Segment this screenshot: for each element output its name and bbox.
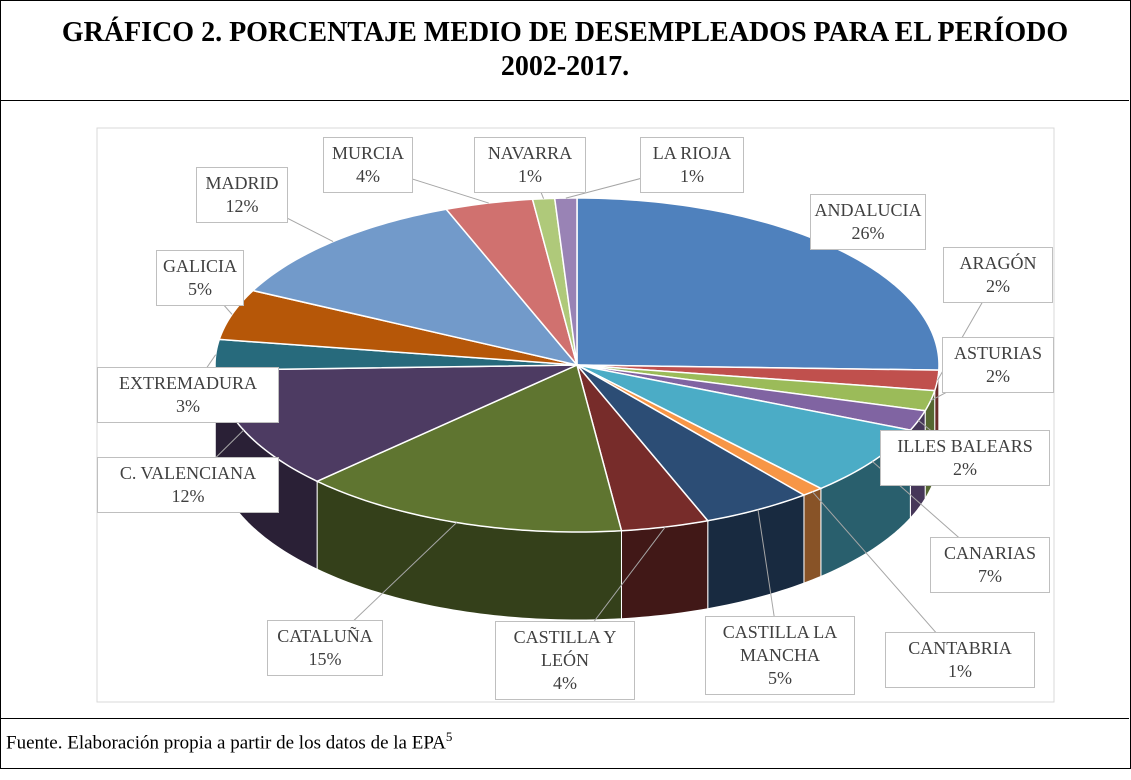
label-name: CATALUÑA bbox=[277, 626, 373, 646]
label-value: 2% bbox=[953, 459, 977, 479]
label-value: 2% bbox=[986, 366, 1010, 386]
label-value: 2% bbox=[986, 276, 1010, 296]
label-name: CASTILLA LA MANCHA bbox=[722, 621, 838, 665]
label-name: MADRID bbox=[205, 173, 279, 193]
label-name: GALICIA bbox=[163, 256, 237, 276]
data-label: NAVARRA 1% bbox=[474, 137, 586, 193]
label-name: ANDALUCIA bbox=[814, 200, 922, 220]
footer-text: Fuente. Elaboración propia a partir de l… bbox=[6, 732, 446, 754]
data-label: ANDALUCIA 26% bbox=[810, 194, 926, 250]
label-name: ARAGÓN bbox=[959, 253, 1037, 273]
label-value: 3% bbox=[176, 396, 200, 416]
data-label: CANARIAS 7% bbox=[930, 537, 1050, 593]
label-name: LA RIOJA bbox=[652, 143, 732, 163]
label-name: MURCIA bbox=[331, 143, 404, 163]
slice bbox=[553, 197, 578, 366]
label-name: NAVARRA bbox=[487, 143, 573, 163]
data-label: LA RIOJA 1% bbox=[640, 137, 744, 193]
slice-side bbox=[803, 487, 822, 584]
slice bbox=[218, 289, 578, 366]
footer: Fuente. Elaboración propia a partir de l… bbox=[6, 729, 452, 754]
label-value: 4% bbox=[356, 166, 380, 186]
label-name: CANARIAS bbox=[943, 543, 1036, 563]
slice-side bbox=[620, 520, 709, 620]
slice bbox=[576, 364, 806, 522]
data-label: C. VALENCIANA 12% bbox=[97, 457, 279, 513]
label-value: 15% bbox=[308, 649, 342, 669]
data-label: ASTURIAS 2% bbox=[942, 337, 1054, 393]
label-name: ILLES BALEARS bbox=[897, 436, 1033, 456]
label-name: CANTABRIA bbox=[908, 638, 1012, 658]
slice bbox=[576, 364, 710, 532]
label-name: EXTREMADURA bbox=[119, 373, 257, 393]
data-label: CASTILLA Y LEÓN 4% bbox=[495, 620, 635, 700]
label-name: ASTURIAS bbox=[953, 343, 1042, 363]
data-label: EXTREMADURA 3% bbox=[97, 367, 279, 423]
data-label: CASTILLA LA MANCHA 5% bbox=[705, 615, 855, 695]
data-label: MADRID 12% bbox=[196, 167, 288, 223]
label-value: 12% bbox=[225, 196, 259, 216]
chart-title: GRÁFICO 2. PORCENTAJE MEDIO DE DESEMPLEA… bbox=[60, 0, 1070, 101]
slice bbox=[315, 363, 623, 533]
label-value: 4% bbox=[553, 672, 577, 693]
label-value: 1% bbox=[948, 661, 972, 681]
data-label: ARAGÓN 2% bbox=[943, 247, 1053, 303]
separator bbox=[0, 718, 1129, 719]
leader-line bbox=[812, 491, 961, 661]
label-value: 26% bbox=[851, 223, 885, 243]
slice bbox=[444, 198, 578, 366]
label-value: 12% bbox=[171, 486, 205, 506]
data-label: CANTABRIA 1% bbox=[885, 632, 1035, 688]
slice bbox=[251, 208, 580, 367]
data-label: CATALUÑA 15% bbox=[267, 620, 383, 676]
label-value: 5% bbox=[768, 667, 792, 688]
label-value: 5% bbox=[188, 279, 212, 299]
footnote-ref: 5 bbox=[445, 729, 453, 744]
data-label: GALICIA 5% bbox=[156, 250, 244, 306]
label-name: C. VALENCIANA bbox=[119, 463, 257, 483]
label-name: CASTILLA Y LEÓN bbox=[513, 626, 617, 670]
data-label: ILLES BALEARS 2% bbox=[880, 430, 1050, 486]
data-label: MURCIA 4% bbox=[323, 137, 413, 193]
label-value: 1% bbox=[518, 166, 542, 186]
label-value: 1% bbox=[680, 166, 704, 186]
label-value: 7% bbox=[978, 566, 1002, 586]
